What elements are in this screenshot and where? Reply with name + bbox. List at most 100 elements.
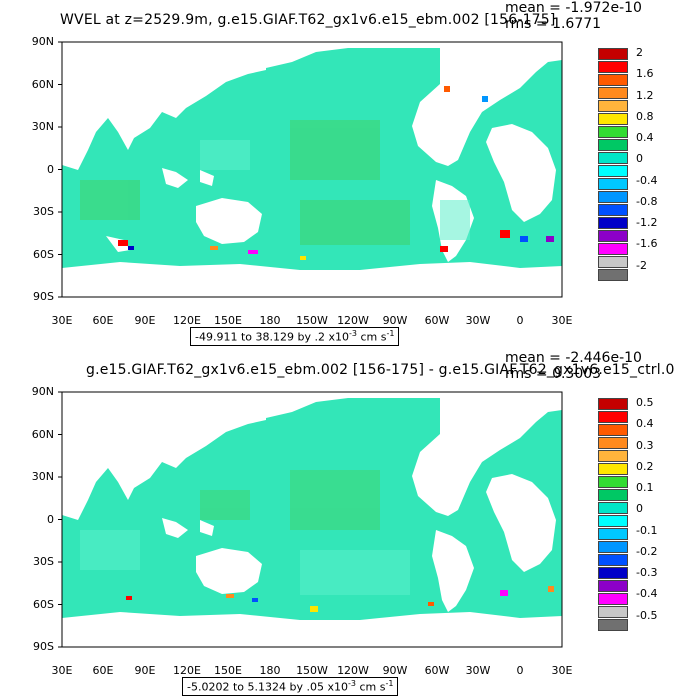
colorbar-label: 2 <box>636 46 643 59</box>
colorbar-label: -0.4 <box>636 173 658 187</box>
colorbar-swatch <box>598 528 628 540</box>
colorbar-label: 0 <box>636 152 643 166</box>
map-panel-top: WVEL at z=2529.9m, g.e15.GIAF.T62_gx1v6.… <box>31 0 658 346</box>
range-units-exponent: -1 <box>386 329 395 338</box>
x-tick-label: 120W <box>337 664 369 677</box>
colorbar-swatch <box>598 217 628 229</box>
range-text: -49.911 to 38.129 by .2 x10 <box>195 330 349 344</box>
colorbar-swatch <box>598 437 628 449</box>
velocity-speckle <box>80 470 410 595</box>
colorbar-label: -0.2 <box>636 544 658 558</box>
colorbar-label: 1.6 <box>636 67 654 81</box>
colorbar-label: 0.4 <box>636 417 654 431</box>
colorbar-swatch <box>598 515 628 527</box>
x-tick-label: 60W <box>424 664 450 677</box>
y-tick-label: 30S <box>33 205 54 218</box>
colorbar-swatch <box>598 424 628 436</box>
x-tick-label: 120E <box>173 664 201 677</box>
x-tick-label: 30W <box>465 664 491 677</box>
colorbar-swatch <box>598 87 628 99</box>
x-tick-label: 30E <box>551 664 573 677</box>
x-tick-label: 30E <box>51 664 73 677</box>
colorbar-label: 0.2 <box>636 459 654 473</box>
colorbar-swatch <box>598 152 628 164</box>
colorbar-label: -0.5 <box>636 608 658 622</box>
x-tick-label: 150E <box>214 664 242 677</box>
y-tick-label: 30N <box>31 470 54 483</box>
x-tick-label: 90W <box>382 314 408 327</box>
colorbar-label: 1.2 <box>636 88 654 102</box>
y-ticks <box>58 41 62 298</box>
colorbar-swatch <box>598 463 628 475</box>
colorbar-swatch <box>598 113 628 125</box>
velocity-speckle <box>80 120 470 245</box>
x-tick-label: 180 <box>259 314 281 327</box>
y-ticks <box>58 391 62 648</box>
y-tick-label: 0 <box>47 513 54 526</box>
range-box: -49.911 to 38.129 by .2 x10-3 cm s-1 <box>190 327 400 346</box>
colorbar-swatch <box>598 165 628 177</box>
rms-stat: rms = 0.3003 <box>505 366 602 382</box>
colorbar-label: 0.3 <box>636 438 654 452</box>
southern-ocean-extremes <box>126 586 554 612</box>
colorbar-swatch <box>598 450 628 462</box>
y-tick-label: 90S <box>33 640 54 653</box>
x-tick-label: 30E <box>51 314 73 327</box>
colorbar-swatch <box>598 100 628 112</box>
x-tick-label: 180 <box>259 664 281 677</box>
y-tick-label: 30N <box>31 120 54 133</box>
map-plot <box>58 391 563 648</box>
colorbar-swatch <box>598 411 628 423</box>
colorbar-swatch <box>598 61 628 73</box>
colorbar-swatch <box>598 398 628 410</box>
x-tick-label: 90E <box>134 314 156 327</box>
colorbar-label: -0.8 <box>636 194 658 208</box>
map-plot <box>58 41 563 298</box>
colorbar-swatch <box>598 606 628 618</box>
range-units: cm s <box>355 680 386 694</box>
colorbar-label: 0.5 <box>636 396 654 409</box>
range-box: -5.0202 to 5.1324 by .05 x10-3 cm s-1 <box>182 677 399 696</box>
colorbar-swatch <box>598 230 628 242</box>
range-exponent: -3 <box>347 679 356 688</box>
mean-stat: mean = -2.446e-10 <box>505 350 642 366</box>
colorbar-swatch <box>598 74 628 86</box>
x-tick-label: 30E <box>551 314 573 327</box>
colorbar-swatch <box>598 139 628 151</box>
range-units: cm s <box>356 330 387 344</box>
x-tick-label: 90W <box>382 664 408 677</box>
colorbar-label: 0.8 <box>636 109 654 123</box>
x-tick-label: 150E <box>214 314 242 327</box>
range-units-exponent: -1 <box>385 679 394 688</box>
colorbar-swatch <box>598 126 628 138</box>
colorbar-label: 0.1 <box>636 481 654 495</box>
y-tick-label: 0 <box>47 163 54 176</box>
colorbar-swatch <box>598 502 628 514</box>
colorbar-swatch <box>598 256 628 268</box>
x-tick-label: 90E <box>134 664 156 677</box>
colorbar-swatch <box>598 593 628 605</box>
colorbar-swatch <box>598 567 628 579</box>
colorbar-swatch <box>598 191 628 203</box>
y-tick-label: 90N <box>31 385 54 398</box>
colorbar-swatch <box>598 580 628 592</box>
x-tick-label: 60W <box>424 314 450 327</box>
x-tick-label: 120E <box>173 314 201 327</box>
range-exponent: -3 <box>348 329 357 338</box>
colorbar-swatch <box>598 476 628 488</box>
y-tick-label: 60S <box>33 598 54 611</box>
colorbar-swatch <box>598 619 628 631</box>
y-tick-label: 30S <box>33 555 54 568</box>
y-tick-label: 60N <box>31 428 54 441</box>
y-tick-label: 60S <box>33 248 54 261</box>
land-masses <box>62 392 562 647</box>
colorbar-label: -1.6 <box>636 237 658 251</box>
map-panel-bottom: g.e15.GIAF.T62_gx1v6.e15_ebm.002 [156-17… <box>0 350 700 700</box>
panel-title: g.e15.GIAF.T62_gx1v6.e15_ebm.002 [156-17… <box>86 362 675 378</box>
colorbar-swatch <box>598 243 628 255</box>
rms-stat: rms = 1.6771 <box>505 16 602 32</box>
colorbar-label: 0 <box>636 502 643 516</box>
x-tick-label: 0 <box>516 664 524 677</box>
y-tick-label: 90S <box>33 290 54 303</box>
x-tick-label: 150W <box>296 314 328 327</box>
